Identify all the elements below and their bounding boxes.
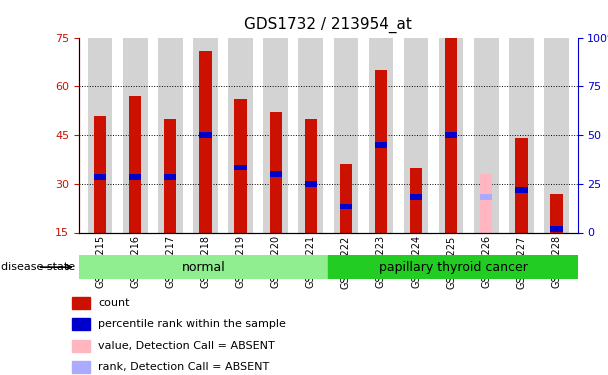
- Bar: [480, 194, 492, 200]
- Bar: [550, 226, 562, 232]
- Bar: [94, 116, 106, 232]
- Bar: [269, 112, 282, 232]
- Bar: [129, 96, 141, 232]
- Bar: [79, 255, 328, 279]
- Bar: [445, 132, 457, 138]
- Text: normal: normal: [182, 261, 226, 274]
- Bar: [228, 38, 253, 232]
- Bar: [72, 361, 90, 374]
- Text: count: count: [98, 298, 130, 308]
- Bar: [72, 339, 90, 352]
- Bar: [193, 38, 218, 232]
- Bar: [263, 38, 288, 232]
- Bar: [199, 51, 212, 232]
- Bar: [480, 174, 492, 232]
- Bar: [305, 181, 317, 187]
- Bar: [299, 38, 323, 232]
- Bar: [94, 174, 106, 180]
- Bar: [515, 188, 528, 193]
- Bar: [269, 171, 282, 177]
- Bar: [158, 38, 182, 232]
- Bar: [199, 132, 212, 138]
- Bar: [305, 119, 317, 232]
- Bar: [235, 165, 247, 170]
- Bar: [474, 38, 499, 232]
- Bar: [235, 99, 247, 232]
- Bar: [129, 174, 141, 180]
- Text: disease state: disease state: [1, 262, 75, 272]
- Bar: [340, 204, 352, 209]
- Bar: [328, 255, 578, 279]
- Bar: [340, 164, 352, 232]
- Bar: [375, 142, 387, 148]
- Bar: [410, 194, 422, 200]
- Text: rank, Detection Call = ABSENT: rank, Detection Call = ABSENT: [98, 362, 269, 372]
- Bar: [72, 297, 90, 309]
- Bar: [509, 38, 534, 232]
- Bar: [123, 38, 148, 232]
- Bar: [164, 119, 176, 232]
- Bar: [515, 138, 528, 232]
- Text: papillary thyroid cancer: papillary thyroid cancer: [379, 261, 527, 274]
- Bar: [445, 38, 457, 232]
- Text: percentile rank within the sample: percentile rank within the sample: [98, 319, 286, 329]
- Bar: [164, 174, 176, 180]
- Bar: [72, 318, 90, 330]
- Bar: [375, 70, 387, 232]
- Bar: [88, 38, 112, 232]
- Bar: [410, 168, 422, 232]
- Text: value, Detection Call = ABSENT: value, Detection Call = ABSENT: [98, 341, 275, 351]
- Bar: [439, 38, 463, 232]
- Title: GDS1732 / 213954_at: GDS1732 / 213954_at: [244, 17, 412, 33]
- Bar: [404, 38, 429, 232]
- Bar: [334, 38, 358, 232]
- Bar: [544, 38, 569, 232]
- Bar: [368, 38, 393, 232]
- Bar: [550, 194, 562, 232]
